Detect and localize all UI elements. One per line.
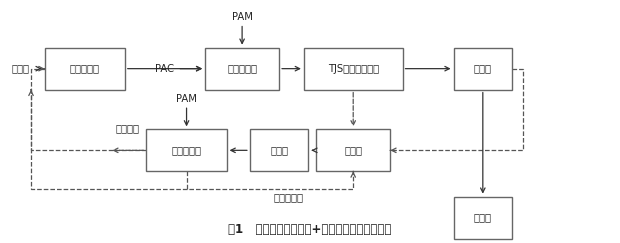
Text: 上清液回流: 上清液回流 bbox=[273, 192, 303, 202]
Text: 矿井水: 矿井水 bbox=[12, 64, 30, 74]
Text: PAC: PAC bbox=[155, 64, 174, 74]
Bar bbox=[205, 48, 279, 90]
Bar bbox=[316, 129, 390, 171]
Text: 初沉调节池: 初沉调节池 bbox=[69, 64, 100, 74]
Text: TJS全自动净水器: TJS全自动净水器 bbox=[327, 64, 379, 74]
Text: 卧螺离心机: 卧螺离心机 bbox=[172, 145, 202, 155]
Text: 图1   平流式初沉调节池+全自动净水器处理工艺: 图1 平流式初沉调节池+全自动净水器处理工艺 bbox=[228, 223, 392, 236]
Text: 污泥池: 污泥池 bbox=[344, 145, 362, 155]
Bar bbox=[453, 48, 512, 90]
Bar bbox=[453, 197, 512, 239]
Text: PAM: PAM bbox=[232, 12, 252, 22]
Bar bbox=[146, 129, 227, 171]
Text: 污泥泵: 污泥泵 bbox=[270, 145, 288, 155]
Bar bbox=[304, 48, 402, 90]
Text: 清水池: 清水池 bbox=[474, 64, 492, 74]
Bar bbox=[45, 48, 125, 90]
Bar bbox=[250, 129, 309, 171]
Text: 清水泵: 清水泵 bbox=[474, 213, 492, 223]
Text: 泥饼外运: 泥饼外运 bbox=[116, 123, 140, 133]
Text: PAM: PAM bbox=[176, 94, 197, 104]
Text: 管道混合器: 管道混合器 bbox=[227, 64, 257, 74]
